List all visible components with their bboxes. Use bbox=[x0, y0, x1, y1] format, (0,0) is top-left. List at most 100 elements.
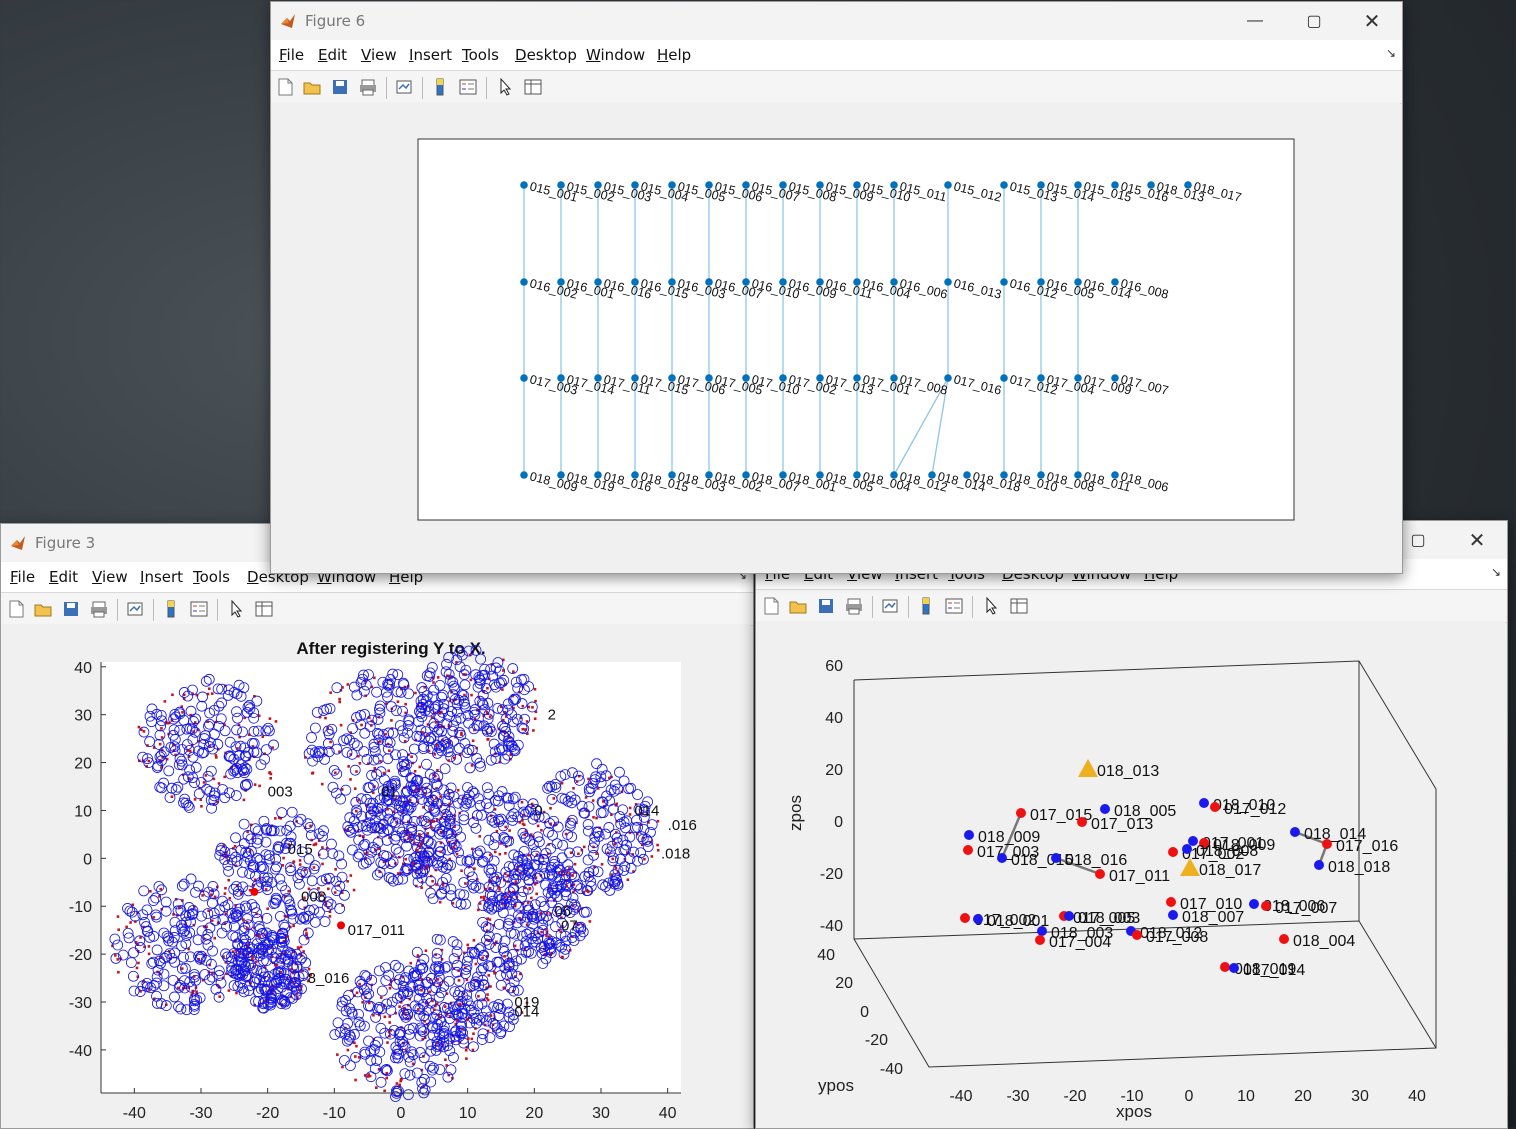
highlight-point bbox=[337, 921, 345, 930]
colorbar-icon[interactable] bbox=[916, 596, 936, 616]
red-point bbox=[216, 921, 220, 925]
red-point bbox=[512, 706, 515, 710]
blue-point bbox=[370, 814, 381, 826]
menu-file[interactable]: File bbox=[279, 46, 305, 64]
figure-3d-window[interactable]: ▢ ✕ File Edit View Insert Tools Desktop … bbox=[755, 520, 1508, 1129]
blue-point bbox=[393, 1048, 404, 1060]
blue-point bbox=[220, 948, 231, 960]
dock-arrow-icon[interactable]: ↘ bbox=[1490, 565, 1501, 579]
maximize-icon[interactable]: ▢ bbox=[1306, 13, 1322, 30]
red-point bbox=[195, 693, 199, 697]
menu-tools[interactable]: Tools bbox=[462, 46, 499, 64]
legend-icon[interactable] bbox=[944, 596, 964, 616]
colorbar-icon[interactable] bbox=[430, 77, 450, 97]
red-point bbox=[277, 816, 281, 819]
link-plot-icon[interactable] bbox=[125, 599, 145, 619]
blue-point bbox=[148, 980, 160, 991]
colorbar-icon[interactable] bbox=[161, 599, 181, 619]
blue-point bbox=[219, 846, 231, 858]
menu-insert[interactable]: Insert bbox=[140, 568, 184, 586]
red-point bbox=[197, 957, 201, 961]
figure3-window[interactable]: Figure 3 File Edit View Insert Tools Des… bbox=[0, 523, 754, 1129]
new-figure-icon[interactable] bbox=[275, 77, 295, 97]
red-point bbox=[463, 693, 466, 697]
blue-point bbox=[490, 875, 502, 887]
blue-point bbox=[373, 734, 385, 746]
blue-point bbox=[455, 854, 467, 866]
menu-desktop[interactable]: Desktop bbox=[515, 46, 577, 64]
print-icon[interactable] bbox=[844, 596, 864, 616]
blue-point bbox=[285, 948, 297, 960]
dock-arrow-icon[interactable]: ↘ bbox=[1385, 46, 1396, 60]
window-title: Figure 3 bbox=[35, 534, 96, 552]
pointer-icon[interactable] bbox=[227, 599, 247, 619]
red-point bbox=[591, 799, 595, 802]
legend-icon[interactable] bbox=[189, 599, 209, 619]
menu-edit[interactable]: Edit bbox=[318, 46, 348, 64]
property-inspector-icon[interactable] bbox=[1009, 596, 1029, 616]
red-point bbox=[117, 928, 120, 931]
minimize-icon[interactable]: — bbox=[1247, 12, 1263, 29]
blue-point bbox=[284, 862, 296, 874]
red-point bbox=[523, 728, 527, 731]
property-inspector-icon[interactable] bbox=[254, 599, 274, 619]
save-icon[interactable] bbox=[61, 599, 81, 619]
blue-point bbox=[237, 982, 248, 994]
red-point bbox=[616, 870, 620, 874]
red-point bbox=[116, 915, 120, 918]
blue-point bbox=[261, 955, 272, 966]
print-icon[interactable] bbox=[358, 77, 378, 97]
blue-point bbox=[150, 892, 162, 904]
menu-view[interactable]: View bbox=[361, 46, 397, 64]
print-icon[interactable] bbox=[89, 599, 109, 619]
open-icon[interactable] bbox=[302, 77, 322, 97]
graph-node bbox=[705, 278, 713, 286]
link-plot-icon[interactable] bbox=[394, 77, 414, 97]
open-icon[interactable] bbox=[33, 599, 53, 619]
blue-point bbox=[381, 850, 392, 862]
blue-point bbox=[230, 881, 242, 892]
menu-insert[interactable]: Insert bbox=[409, 46, 453, 64]
maximize-icon[interactable]: ▢ bbox=[1410, 532, 1426, 549]
red-point bbox=[306, 979, 310, 983]
link-plot-icon[interactable] bbox=[880, 596, 900, 616]
figure6-graph[interactable]: 015_001015_002015_003015_004015_005015_0… bbox=[271, 102, 1400, 571]
pointer-icon[interactable] bbox=[982, 596, 1002, 616]
red-point bbox=[368, 977, 372, 980]
close-icon[interactable]: ✕ bbox=[1468, 529, 1486, 552]
save-icon[interactable] bbox=[330, 77, 350, 97]
graph-node bbox=[816, 471, 824, 479]
red-point bbox=[615, 831, 618, 834]
figure6-titlebar[interactable]: Figure 6 — ▢ ✕ bbox=[271, 2, 1402, 40]
red-point bbox=[228, 896, 232, 900]
blue-point bbox=[228, 967, 240, 979]
pointer-icon[interactable] bbox=[496, 77, 516, 97]
graph-node bbox=[520, 278, 528, 286]
menu-help[interactable]: Help bbox=[657, 46, 692, 64]
point-label: 017_004 bbox=[1049, 934, 1111, 951]
red-point bbox=[320, 893, 323, 896]
new-figure-icon[interactable] bbox=[6, 599, 26, 619]
blue-point bbox=[181, 930, 192, 941]
dock-arrow-icon[interactable]: ↘ bbox=[736, 568, 747, 582]
red-point bbox=[346, 683, 350, 686]
blue-point bbox=[477, 855, 489, 867]
blue-point bbox=[547, 883, 559, 894]
save-icon[interactable] bbox=[816, 596, 836, 616]
menu-file[interactable]: File bbox=[10, 568, 36, 586]
figure6-window[interactable]: Figure 6 — ▢ ✕ File Edit View Insert Too… bbox=[270, 1, 1403, 574]
close-icon[interactable]: ✕ bbox=[1363, 10, 1381, 33]
menu-view[interactable]: View bbox=[92, 568, 128, 586]
red-point bbox=[420, 886, 423, 889]
menu-tools[interactable]: Tools bbox=[193, 568, 230, 586]
menu-edit[interactable]: Edit bbox=[49, 568, 79, 586]
property-inspector-icon[interactable] bbox=[523, 77, 543, 97]
blue-point bbox=[488, 1001, 500, 1013]
open-icon[interactable] bbox=[788, 596, 808, 616]
blue-point bbox=[176, 759, 188, 771]
menu-window[interactable]: Window bbox=[586, 46, 646, 64]
legend-icon[interactable] bbox=[458, 77, 478, 97]
new-figure-icon[interactable] bbox=[761, 596, 781, 616]
